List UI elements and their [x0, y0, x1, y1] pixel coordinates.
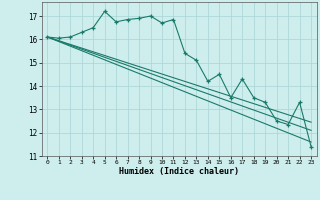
X-axis label: Humidex (Indice chaleur): Humidex (Indice chaleur): [119, 167, 239, 176]
